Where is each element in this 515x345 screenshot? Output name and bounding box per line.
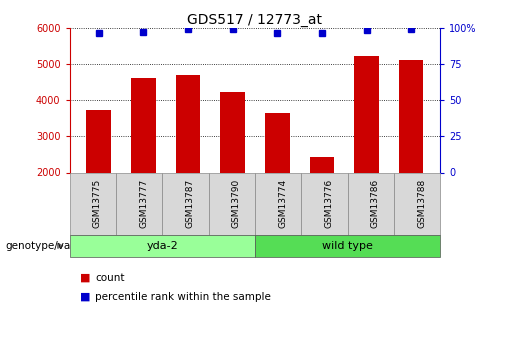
Bar (354, 56, 379, 172)
Text: GSM13777: GSM13777 (139, 179, 148, 228)
Text: genotype/variation: genotype/variation (5, 241, 104, 251)
Text: yda-2: yda-2 (146, 241, 178, 251)
Text: GSM13776: GSM13776 (324, 179, 333, 228)
Text: percentile rank within the sample: percentile rank within the sample (95, 292, 271, 302)
Text: GSM13786: GSM13786 (371, 179, 380, 228)
Bar (131, 78, 156, 172)
Bar (310, 157, 334, 172)
Text: GSM13788: GSM13788 (417, 179, 426, 228)
Text: GSM13774: GSM13774 (278, 179, 287, 228)
Bar (220, 92, 245, 172)
Text: wild type: wild type (322, 241, 373, 251)
Bar (176, 75, 200, 172)
Text: GSM13775: GSM13775 (93, 179, 101, 228)
Text: ■: ■ (80, 273, 90, 283)
Text: ■: ■ (80, 292, 90, 302)
Text: count: count (95, 273, 125, 283)
Text: GSM13790: GSM13790 (232, 179, 241, 228)
Bar (399, 60, 423, 172)
Title: GDS517 / 12773_at: GDS517 / 12773_at (187, 12, 322, 27)
Bar (265, 113, 289, 172)
Text: GSM13787: GSM13787 (185, 179, 194, 228)
Bar (87, 110, 111, 172)
